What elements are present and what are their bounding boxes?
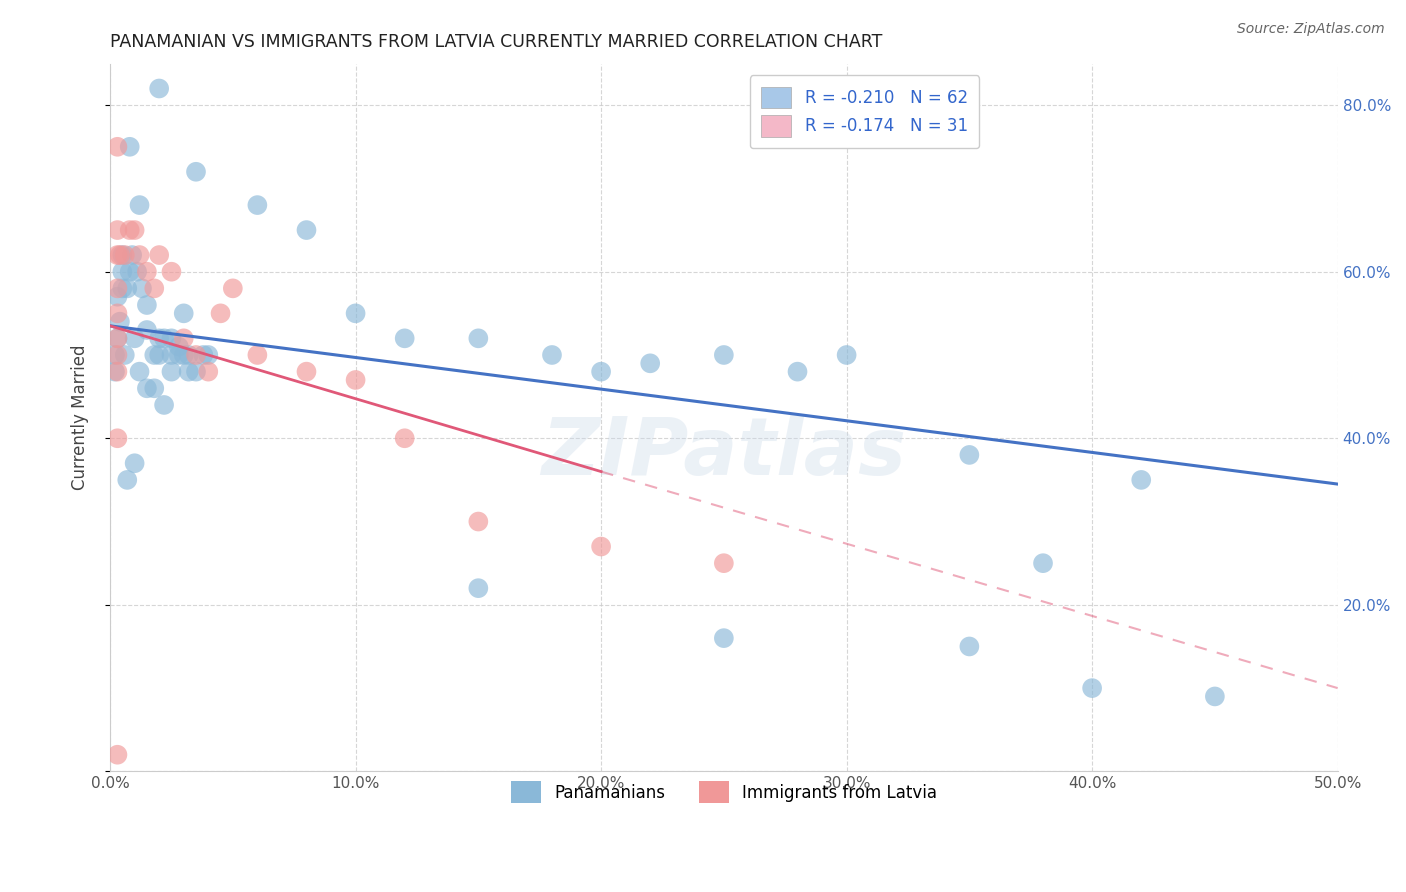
- Point: [173, 348, 195, 362]
- Point: [118, 223, 141, 237]
- Text: Source: ZipAtlas.com: Source: ZipAtlas.com: [1237, 22, 1385, 37]
- Point: [177, 348, 200, 362]
- Point: [128, 198, 150, 212]
- Point: [114, 348, 136, 362]
- Point: [167, 348, 190, 362]
- Point: [193, 348, 215, 362]
- Point: [713, 348, 735, 362]
- Point: [160, 348, 183, 362]
- Point: [148, 248, 170, 262]
- Point: [107, 331, 129, 345]
- Text: PANAMANIAN VS IMMIGRANTS FROM LATVIA CURRENTLY MARRIED CORRELATION CHART: PANAMANIAN VS IMMIGRANTS FROM LATVIA CUR…: [110, 33, 883, 51]
- Point: [344, 306, 367, 320]
- Point: [184, 165, 207, 179]
- Point: [197, 348, 219, 362]
- Point: [117, 281, 139, 295]
- Point: [131, 281, 153, 295]
- Point: [107, 306, 129, 320]
- Point: [222, 281, 245, 295]
- Point: [107, 223, 129, 237]
- Point: [467, 581, 489, 595]
- Point: [111, 265, 134, 279]
- Point: [135, 381, 157, 395]
- Point: [184, 348, 207, 362]
- Point: [128, 365, 150, 379]
- Point: [107, 248, 129, 262]
- Point: [957, 448, 980, 462]
- Point: [246, 198, 269, 212]
- Point: [135, 323, 157, 337]
- Point: [135, 265, 157, 279]
- Point: [107, 747, 129, 762]
- Text: ZIPatlas: ZIPatlas: [541, 414, 907, 491]
- Point: [1032, 556, 1054, 570]
- Point: [148, 331, 170, 345]
- Point: [153, 398, 176, 412]
- Point: [124, 331, 146, 345]
- Point: [177, 365, 200, 379]
- Point: [104, 348, 127, 362]
- Point: [111, 281, 134, 295]
- Point: [173, 331, 195, 345]
- Point: [197, 365, 219, 379]
- Point: [107, 290, 129, 304]
- Point: [107, 281, 129, 295]
- Point: [467, 515, 489, 529]
- Point: [713, 556, 735, 570]
- Point: [118, 265, 141, 279]
- Point: [118, 140, 141, 154]
- Point: [394, 431, 416, 445]
- Point: [541, 348, 564, 362]
- Point: [153, 331, 176, 345]
- Point: [143, 348, 166, 362]
- Point: [160, 331, 183, 345]
- Point: [467, 331, 489, 345]
- Point: [184, 365, 207, 379]
- Point: [108, 248, 131, 262]
- Point: [173, 306, 195, 320]
- Point: [957, 640, 980, 654]
- Point: [160, 365, 183, 379]
- Point: [344, 373, 367, 387]
- Point: [114, 248, 136, 262]
- Y-axis label: Currently Married: Currently Married: [72, 344, 89, 491]
- Point: [246, 348, 269, 362]
- Point: [121, 248, 143, 262]
- Point: [128, 248, 150, 262]
- Point: [638, 356, 661, 370]
- Point: [148, 81, 170, 95]
- Point: [209, 306, 232, 320]
- Point: [713, 631, 735, 645]
- Point: [160, 265, 183, 279]
- Point: [1081, 681, 1104, 695]
- Point: [107, 331, 129, 345]
- Point: [107, 431, 129, 445]
- Point: [786, 365, 808, 379]
- Point: [107, 140, 129, 154]
- Point: [124, 223, 146, 237]
- Point: [148, 348, 170, 362]
- Point: [111, 248, 134, 262]
- Point: [143, 281, 166, 295]
- Point: [295, 365, 318, 379]
- Point: [591, 365, 613, 379]
- Legend: Panamanians, Immigrants from Latvia: Panamanians, Immigrants from Latvia: [498, 768, 950, 816]
- Point: [591, 540, 613, 554]
- Point: [117, 473, 139, 487]
- Point: [167, 340, 190, 354]
- Point: [295, 223, 318, 237]
- Point: [394, 331, 416, 345]
- Point: [107, 348, 129, 362]
- Point: [104, 365, 127, 379]
- Point: [125, 265, 148, 279]
- Point: [124, 456, 146, 470]
- Point: [107, 365, 129, 379]
- Point: [1130, 473, 1153, 487]
- Point: [1204, 690, 1226, 704]
- Point: [108, 315, 131, 329]
- Point: [135, 298, 157, 312]
- Point: [143, 381, 166, 395]
- Point: [835, 348, 858, 362]
